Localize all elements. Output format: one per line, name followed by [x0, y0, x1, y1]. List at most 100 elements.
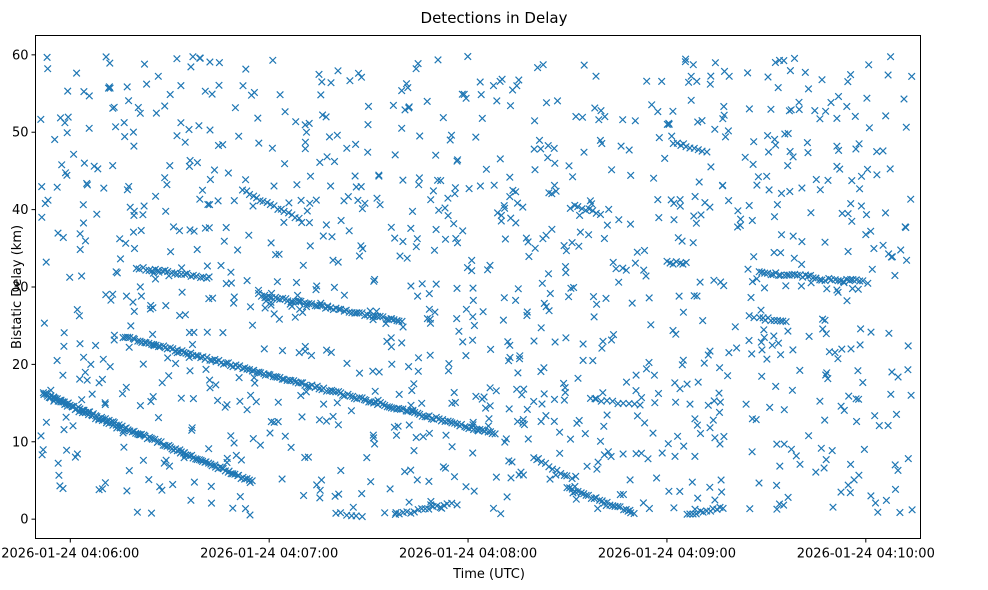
data-point: [369, 399, 378, 407]
data-point: [106, 59, 114, 67]
data-point: [418, 280, 426, 288]
data-point: [207, 499, 216, 507]
data-point: [639, 266, 648, 274]
data-series-detections: [37, 52, 916, 521]
data-point: [551, 338, 559, 346]
data-point: [602, 294, 610, 303]
data-point: [346, 76, 354, 85]
data-point: [448, 419, 456, 427]
data-point: [260, 345, 269, 353]
data-point: [745, 201, 753, 210]
data-point: [545, 306, 553, 315]
data-point: [425, 429, 434, 438]
data-point: [413, 292, 422, 300]
data-point: [326, 182, 335, 190]
data-point: [160, 173, 169, 182]
data-point: [176, 449, 185, 457]
data-point: [469, 312, 477, 321]
data-point: [717, 476, 725, 484]
data-point: [555, 428, 564, 436]
data-point: [696, 278, 704, 286]
data-point: [108, 161, 117, 170]
data-point: [571, 482, 579, 491]
data-point: [787, 106, 795, 114]
data-point: [234, 132, 243, 140]
data-point: [408, 386, 416, 395]
data-point: [397, 124, 406, 133]
data-point: [373, 194, 381, 202]
data-point: [119, 426, 128, 435]
data-point: [553, 97, 562, 105]
data-point: [59, 371, 67, 379]
data-point: [166, 90, 174, 99]
data-point: [243, 365, 251, 373]
data-point: [851, 112, 860, 121]
data-point: [254, 114, 262, 122]
data-point: [444, 211, 452, 220]
data-point: [391, 151, 399, 159]
data-point: [618, 115, 627, 124]
data-point: [407, 401, 415, 410]
data-point: [559, 379, 568, 388]
data-point: [451, 189, 459, 198]
data-point: [396, 405, 405, 414]
data-point: [793, 271, 802, 280]
data-point: [831, 348, 839, 357]
data-point: [502, 435, 511, 443]
y-tick-label: 40: [12, 203, 29, 218]
data-point: [222, 279, 231, 288]
data-point: [822, 455, 830, 464]
data-point: [137, 292, 146, 300]
data-point: [133, 508, 142, 516]
data-point: [492, 387, 501, 395]
data-point: [231, 103, 240, 112]
data-point: [437, 504, 446, 513]
data-point: [354, 69, 363, 78]
data-point: [369, 431, 378, 439]
data-point: [317, 299, 325, 307]
data-point: [632, 371, 640, 379]
data-point: [73, 305, 82, 314]
data-point: [60, 328, 68, 337]
data-point: [812, 175, 821, 184]
data-point: [57, 398, 65, 406]
data-point: [642, 365, 651, 373]
data-point: [770, 248, 778, 257]
data-point: [63, 87, 72, 95]
data-point: [543, 153, 552, 162]
data-point: [235, 373, 243, 382]
data-point: [589, 356, 597, 365]
data-point: [846, 199, 855, 208]
data-point: [423, 413, 431, 421]
data-point: [707, 72, 715, 80]
data-point: [575, 211, 584, 220]
data-point: [412, 433, 420, 442]
data-point: [453, 501, 461, 509]
data-point: [166, 247, 175, 256]
data-point: [748, 277, 757, 286]
data-point: [137, 430, 146, 439]
data-point: [227, 268, 235, 276]
data-point: [514, 369, 522, 377]
data-point: [530, 117, 539, 125]
data-point: [500, 201, 508, 210]
data-point: [755, 479, 763, 487]
data-point: [108, 290, 117, 298]
data-point: [767, 105, 775, 114]
data-point: [106, 362, 114, 371]
data-point: [331, 492, 339, 501]
data-point: [53, 183, 61, 191]
data-point: [429, 187, 438, 195]
data-point: [110, 331, 119, 339]
data-point: [619, 399, 627, 408]
data-point: [500, 293, 509, 302]
data-point: [400, 467, 409, 476]
data-point: [560, 471, 569, 480]
data-point: [647, 101, 656, 109]
data-point: [316, 486, 324, 495]
data-point: [256, 441, 265, 449]
data-point: [102, 419, 111, 427]
data-point: [513, 417, 522, 426]
data-point: [334, 490, 343, 498]
data-point: [135, 265, 143, 273]
